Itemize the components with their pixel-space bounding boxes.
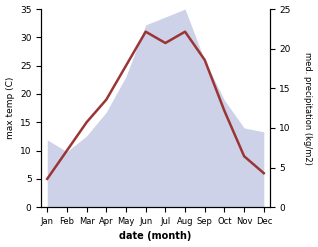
Y-axis label: max temp (C): max temp (C) [5, 77, 15, 139]
X-axis label: date (month): date (month) [119, 231, 192, 242]
Y-axis label: med. precipitation (kg/m2): med. precipitation (kg/m2) [303, 52, 313, 165]
